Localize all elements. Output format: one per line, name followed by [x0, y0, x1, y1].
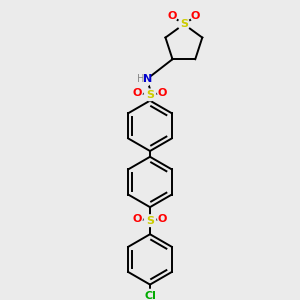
Text: O: O — [158, 214, 167, 224]
Text: Cl: Cl — [144, 291, 156, 300]
Circle shape — [143, 290, 157, 300]
Circle shape — [144, 89, 156, 101]
Circle shape — [191, 12, 200, 21]
Text: S: S — [146, 216, 154, 226]
Text: H: H — [136, 74, 144, 84]
Circle shape — [136, 72, 151, 87]
Text: O: O — [168, 11, 177, 22]
Text: S: S — [146, 90, 154, 100]
Circle shape — [144, 215, 156, 226]
Text: O: O — [133, 88, 142, 98]
Circle shape — [158, 88, 167, 98]
Circle shape — [178, 18, 190, 30]
Circle shape — [133, 88, 142, 98]
Text: O: O — [191, 11, 200, 22]
Text: O: O — [158, 88, 167, 98]
Circle shape — [167, 12, 177, 21]
Circle shape — [158, 214, 167, 224]
Circle shape — [133, 214, 142, 224]
Text: S: S — [180, 19, 188, 29]
Text: N: N — [143, 74, 153, 84]
Text: O: O — [133, 214, 142, 224]
